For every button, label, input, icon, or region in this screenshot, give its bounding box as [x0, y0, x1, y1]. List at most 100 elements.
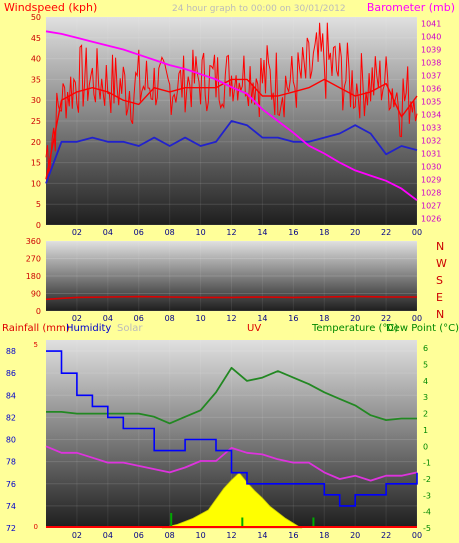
humidity-tick-label: 82 — [6, 413, 16, 422]
humidity-tick-label: 80 — [6, 436, 16, 445]
humidity-tick-label: 76 — [6, 480, 16, 489]
x-tick-label: 18 — [319, 531, 329, 540]
humidity-tick-label: 86 — [6, 369, 16, 378]
direction-panel-plot — [46, 241, 417, 311]
temperature-tick-label: -5 — [423, 524, 431, 533]
temperature-tick-label: -2 — [423, 475, 431, 484]
humidity-line — [46, 350, 418, 507]
temperature-tick-label: 6 — [423, 344, 428, 353]
y-right-tick-label: 1035 — [421, 98, 441, 107]
x-tick-label: 22 — [381, 531, 391, 540]
x-tick-label: 18 — [319, 228, 329, 237]
y-left-tick-label: 0 — [36, 221, 41, 230]
x-tick-label: 16 — [288, 531, 298, 540]
temperature-title: Temperature (°C) — [311, 323, 398, 334]
y-right-tick-label: 1026 — [421, 215, 441, 224]
solar-title: Solar — [117, 323, 143, 334]
y-tick-label: 180 — [26, 272, 41, 281]
x-tick-label: 02 — [72, 531, 82, 540]
humidity-tick-label: 88 — [6, 347, 16, 356]
compass-n-bottom: N — [436, 308, 444, 321]
humidity-title: Humidity — [66, 323, 111, 334]
windspeed-title: Windspeed (kph) — [4, 1, 97, 14]
x-tick-label: 10 — [195, 531, 205, 540]
uv-bar — [170, 513, 173, 528]
x-tick-label: 22 — [381, 228, 391, 237]
y-right-tick-label: 1038 — [421, 59, 441, 68]
y-right-tick-label: 1041 — [421, 20, 441, 29]
y-left-tick-label: 20 — [31, 138, 41, 147]
x-tick-label: 00 — [412, 531, 422, 540]
y-left-tick-label: 25 — [31, 117, 41, 126]
x-tick-label: 18 — [319, 314, 329, 323]
temperature-tick-label: 2 — [423, 410, 428, 419]
x-tick-label: 00 — [412, 314, 422, 323]
uv-bar — [241, 517, 244, 528]
y-right-tick-label: 1040 — [421, 33, 441, 42]
y-left-tick-label: 35 — [31, 75, 41, 84]
y-right-tick-label: 1032 — [421, 137, 441, 146]
x-tick-label: 06 — [134, 314, 144, 323]
y-tick-label: 90 — [31, 290, 41, 299]
temperature-tick-label: 4 — [423, 377, 428, 386]
y-left-tick-label: 10 — [31, 179, 41, 188]
y-right-tick-label: 1028 — [421, 189, 441, 198]
y-right-tick-label: 1027 — [421, 202, 441, 211]
humidity-tick-label: 78 — [6, 458, 16, 467]
rainfall-tick-label: 5 — [34, 341, 38, 349]
compass-w: W — [436, 257, 447, 270]
temperature-tick-label: 5 — [423, 361, 428, 370]
temperature-tick-label: 1 — [423, 426, 428, 435]
temperature-tick-label: -1 — [423, 459, 431, 468]
compass-s: S — [436, 274, 443, 287]
y-tick-label: 360 — [26, 237, 41, 246]
x-tick-label: 16 — [288, 228, 298, 237]
dewpoint-line — [45, 445, 418, 482]
humidity-tick-label: 74 — [6, 502, 16, 511]
x-tick-label: 20 — [350, 228, 360, 237]
x-tick-label: 12 — [226, 531, 236, 540]
windspeed-line — [45, 78, 418, 180]
compass-n-top: N — [436, 240, 444, 253]
compass-e: E — [436, 291, 443, 304]
barometer-line — [45, 30, 418, 202]
y-left-tick-label: 50 — [31, 13, 41, 22]
y-right-tick-label: 1034 — [421, 111, 441, 120]
x-tick-label: 08 — [165, 228, 175, 237]
humidity-tick-label: 84 — [6, 391, 16, 400]
wind-direction-line — [45, 295, 417, 301]
x-tick-label: 14 — [257, 531, 267, 540]
x-tick-label: 06 — [134, 531, 144, 540]
x-tick-label: 12 — [226, 314, 236, 323]
dewpoint-title: Dew Point (°C) — [386, 323, 459, 334]
y-right-tick-label: 1031 — [421, 150, 441, 159]
x-tick-label: 00 — [412, 228, 422, 237]
y-tick-label: 0 — [36, 307, 41, 316]
y-left-tick-label: 45 — [31, 34, 41, 43]
y-right-tick-label: 1039 — [421, 46, 441, 55]
temperature-tick-label: -4 — [423, 508, 431, 517]
x-tick-label: 10 — [195, 314, 205, 323]
y-tick-label: 270 — [26, 255, 41, 264]
x-tick-label: 02 — [72, 228, 82, 237]
temperature-tick-label: 0 — [423, 442, 428, 451]
uv-bar — [312, 517, 315, 528]
x-tick-label: 04 — [103, 531, 113, 540]
x-tick-label: 06 — [134, 228, 144, 237]
x-tick-label: 22 — [381, 314, 391, 323]
compass-labels: N W S E N — [436, 240, 447, 321]
y-right-tick-label: 1030 — [421, 163, 441, 172]
wind-average-line — [45, 120, 418, 184]
x-tick-label: 04 — [103, 314, 113, 323]
x-tick-label: 20 — [350, 314, 360, 323]
x-tick-label: 04 — [103, 228, 113, 237]
y-left-tick-label: 30 — [31, 96, 41, 105]
chart-marks: 0510152025303540455010261027102810291030… — [6, 13, 442, 540]
x-tick-label: 12 — [226, 228, 236, 237]
y-left-tick-label: 5 — [36, 200, 41, 209]
uv-title: UV — [247, 323, 261, 334]
rainfall-tick-label: 0 — [34, 523, 38, 531]
y-right-tick-label: 1029 — [421, 176, 441, 185]
humidity-tick-label: 72 — [6, 524, 16, 533]
